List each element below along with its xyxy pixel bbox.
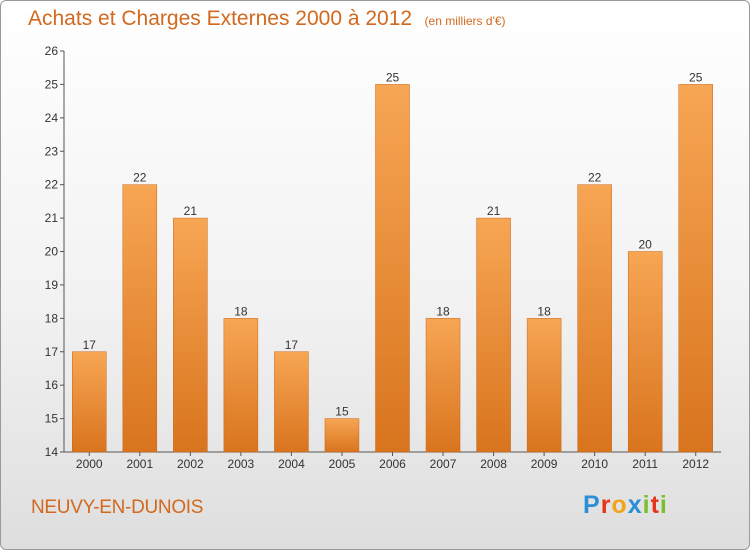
bar-2005	[324, 418, 360, 453]
bar-2001	[122, 184, 158, 453]
x-tick-label: 2003	[228, 457, 255, 471]
y-tick-label: 18	[45, 311, 59, 325]
bar-value-label: 25	[689, 70, 703, 84]
y-tick-label: 21	[45, 211, 59, 225]
bar-value-label: 22	[133, 171, 147, 185]
proxiti-logo: Proxiti	[583, 491, 668, 520]
bar-value-label: 20	[639, 238, 653, 252]
bar-value-label: 18	[537, 304, 551, 318]
x-tick-label: 2007	[430, 457, 457, 471]
bar-2000	[72, 351, 107, 453]
y-tick-label: 23	[45, 144, 59, 158]
bar-2008	[476, 217, 511, 453]
x-tick-label: 2011	[632, 457, 658, 471]
bars: 17 22 21 18 17 15 25 18 21 18 22 20 25	[72, 70, 713, 453]
y-tick-label: 15	[45, 412, 59, 426]
logo-letter: i	[642, 491, 651, 519]
y-tick-label: 17	[45, 345, 59, 359]
bar-2003	[223, 318, 259, 453]
y-tick-label: 26	[45, 44, 59, 58]
y-tick-label: 22	[45, 178, 59, 192]
bar-2011	[627, 251, 663, 453]
bar-2006	[375, 84, 410, 453]
x-tick-label: 2008	[480, 457, 507, 471]
bar-value-label: 21	[487, 204, 501, 218]
x-tick-label: 2002	[177, 457, 204, 471]
logo-letter: r	[600, 491, 612, 519]
y-tick-label: 14	[45, 445, 59, 459]
logo-letter: t	[650, 491, 660, 519]
bar-value-label: 17	[285, 338, 299, 352]
y-tick-label: 20	[45, 245, 59, 259]
x-tick-label: 2004	[278, 457, 305, 471]
bar-value-label: 18	[436, 304, 450, 318]
x-tick-label: 2001	[126, 457, 153, 471]
bar-2010	[577, 184, 612, 453]
y-tick-label: 25	[45, 77, 59, 91]
x-tick-label: 2012	[682, 457, 709, 471]
bar-value-label: 25	[386, 70, 400, 84]
y-tick-label: 24	[45, 111, 59, 125]
logo-letter: P	[583, 491, 601, 519]
bar-2002	[173, 217, 208, 453]
bar-2007	[425, 318, 461, 453]
bar-2009	[526, 318, 562, 453]
bar-value-label: 21	[184, 204, 198, 218]
y-tick-label: 16	[45, 378, 59, 392]
logo-letter: i	[659, 491, 668, 519]
bar-value-label: 18	[234, 304, 248, 318]
chart-title: Achats et Charges Externes 2000 à 2012	[28, 7, 413, 30]
x-tick-label: 2000	[76, 457, 103, 471]
logo-letter: o	[611, 491, 628, 519]
logo-letter: x	[627, 491, 643, 519]
chart-unit: (en milliers d'€)	[424, 14, 506, 28]
chart-title-block: Achats et Charges Externes 2000 à 2012 (…	[28, 7, 506, 31]
x-tick-label: 2009	[531, 457, 558, 471]
x-tick-label: 2006	[379, 457, 406, 471]
bar-value-label: 22	[588, 171, 602, 185]
x-tick-label: 2010	[581, 457, 608, 471]
bar-value-label: 17	[83, 338, 97, 352]
bar-2004	[274, 351, 309, 453]
commune-name: NEUVY-EN-DUNOIS	[31, 497, 204, 518]
bar-2012	[678, 84, 713, 453]
y-tick-label: 19	[45, 278, 59, 292]
x-tick-label: 2005	[329, 457, 356, 471]
bar-value-label: 15	[335, 405, 349, 419]
